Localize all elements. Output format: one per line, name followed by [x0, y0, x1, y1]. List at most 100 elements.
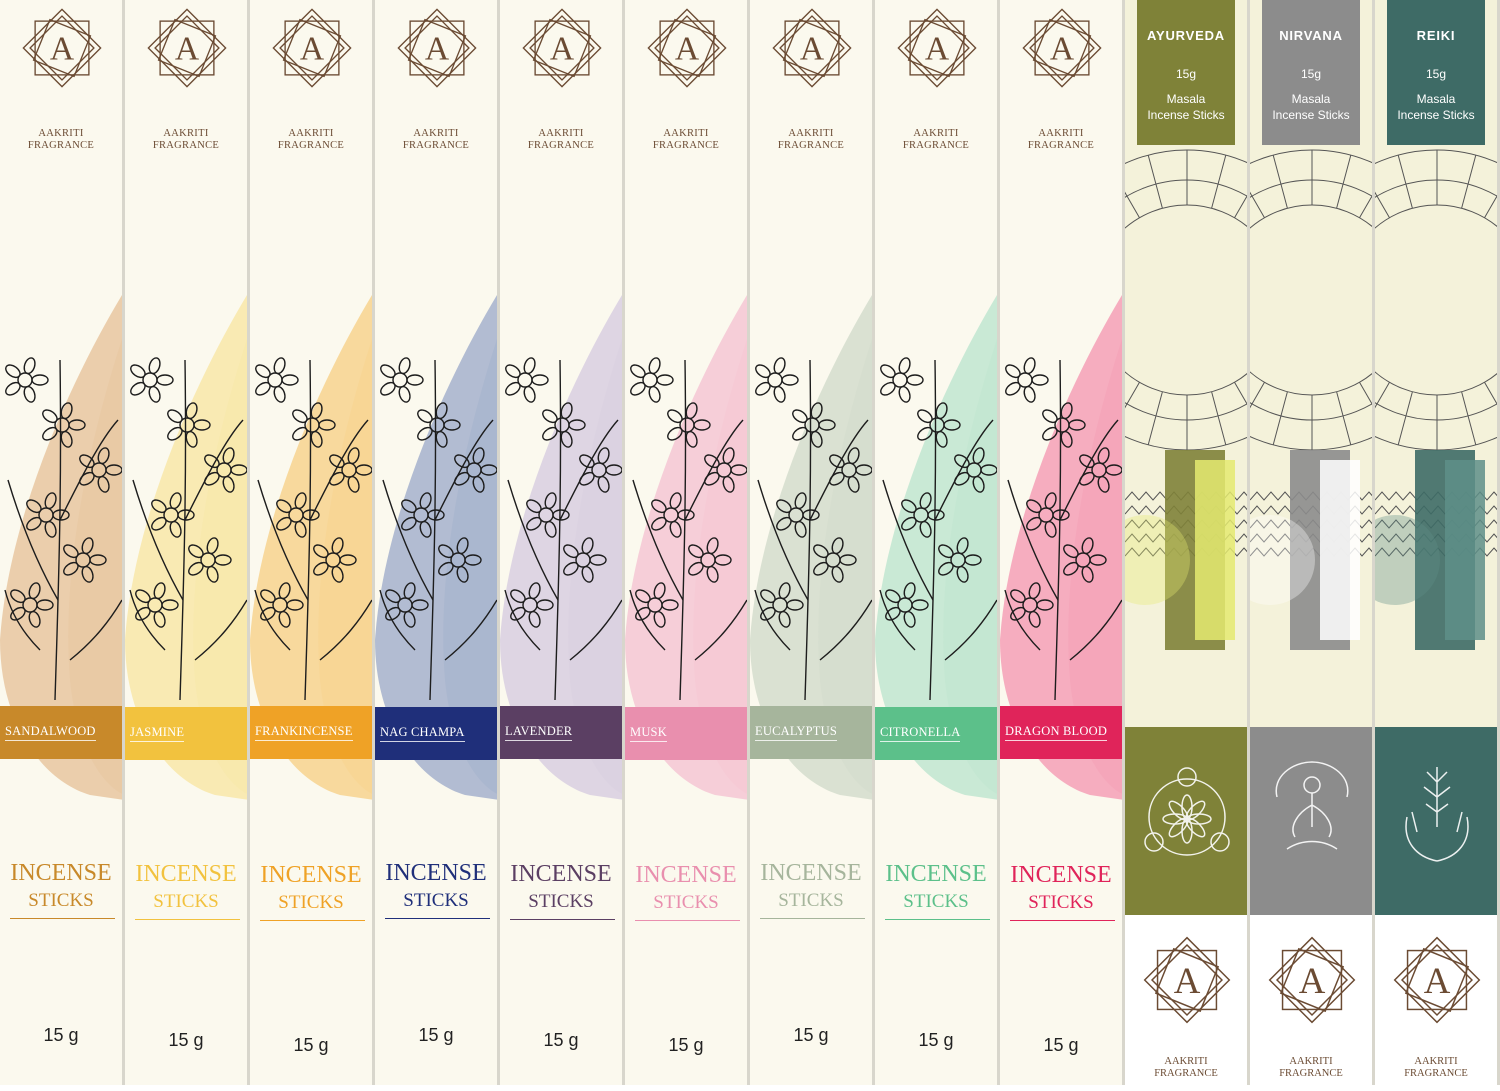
brand-logo-icon: A	[772, 8, 852, 88]
brand-logo-icon: A	[522, 8, 602, 88]
incense-label: INCENSE	[510, 861, 612, 887]
masala-name: AYURVEDA	[1147, 28, 1225, 43]
fragrance-name: NAG CHAMPA	[380, 725, 465, 742]
incense-label: INCENSE	[135, 861, 237, 887]
logo-letter: A	[50, 31, 74, 68]
divider-line	[135, 919, 240, 920]
floral-illustration	[0, 295, 122, 800]
fragrance-band: CITRONELLA	[875, 707, 997, 760]
brand-name: AAKRITI FRAGRANCE	[625, 128, 747, 152]
floral-illustration	[875, 295, 997, 800]
fragrance-band: MUSK	[625, 707, 747, 760]
fragrance-band: JASMINE	[125, 707, 247, 760]
brand-logo-icon: A	[1268, 936, 1356, 1024]
masala-box-nirvana[interactable]: NIRVANA 15g Masala Incense Sticks A AAKRITI FR…	[1250, 0, 1375, 1085]
masala-weight: 15g	[1300, 67, 1322, 81]
healing-hands-icon	[1405, 767, 1469, 862]
brand-line-2: FRAGRANCE	[527, 140, 595, 151]
logo-letter: A	[425, 31, 449, 68]
fragrance-band: NAG CHAMPA	[375, 707, 497, 760]
divider-line	[885, 919, 990, 920]
divider-line	[260, 920, 365, 921]
brand-name: AAKRITI FRAGRANCE	[1250, 1056, 1372, 1080]
fragrance-band: FRANKINCENSE	[250, 706, 372, 759]
divider-line	[1010, 920, 1115, 921]
incense-box-citronella[interactable]: A AAKRITI FRAGRANCE CITRONELLA INCENSE STICKS…	[875, 0, 1000, 1085]
floral-illustration	[500, 295, 622, 800]
brand-line-1: AAKRITI	[1038, 128, 1084, 139]
brand-line-2: FRAGRANCE	[27, 140, 95, 151]
incense-box-nag-champa[interactable]: A AAKRITI FRAGRANCE NAG CHAMPA INCENSE STICKS…	[375, 0, 500, 1085]
brand-line-2: FRAGRANCE	[1404, 1068, 1468, 1079]
net-weight: 15 g	[293, 1035, 329, 1055]
masala-box-reiki[interactable]: REIKI 15g Masala Incense Sticks A AAKRITI FRAG…	[1375, 0, 1500, 1085]
incense-box-eucalyptus[interactable]: A AAKRITI FRAGRANCE EUCALYPTUS INCENSE STICKS…	[750, 0, 875, 1085]
masala-weight: 15g	[1175, 67, 1197, 81]
fragrance-name: MUSK	[630, 725, 667, 742]
masala-name: REIKI	[1416, 28, 1456, 43]
brand-logo-icon: A	[22, 8, 102, 88]
logo-letter: A	[175, 31, 199, 68]
brand-line-2: FRAGRANCE	[402, 140, 470, 151]
brand-logo-icon: A	[397, 8, 477, 88]
brand-line-1: AAKRITI	[663, 128, 709, 139]
sticks-label: STICKS	[528, 891, 594, 912]
brand-logo-icon: A	[1143, 936, 1231, 1024]
masala-type-line-1: Masala	[1166, 92, 1206, 106]
fragrance-name: FRANKINCENSE	[255, 724, 353, 741]
logo-letter: A	[1174, 960, 1201, 1001]
fragrance-name: CITRONELLA	[880, 725, 961, 742]
brand-line-2: FRAGRANCE	[777, 140, 845, 151]
brand-logo-icon: A	[897, 8, 977, 88]
logo-letter: A	[1299, 960, 1326, 1001]
divider-line	[635, 920, 740, 921]
brand-line-1: AAKRITI	[288, 128, 334, 139]
incense-box-musk[interactable]: A AAKRITI FRAGRANCE MUSK INCENSE STICKS 15 g	[625, 0, 750, 1085]
brand-line-1: AAKRITI	[913, 128, 959, 139]
masala-symbol-panel	[1250, 727, 1372, 915]
logo-letter: A	[675, 31, 699, 68]
logo-letter: A	[550, 31, 574, 68]
masala-name: NIRVANA	[1279, 28, 1343, 43]
incense-box-sandalwood[interactable]: A AAKRITI FRAGRANCE SANDALWOOD INCENSE STICKS…	[0, 0, 125, 1085]
incense-label: INCENSE	[885, 861, 987, 887]
brand-name: AAKRITI FRAGRANCE	[875, 128, 997, 152]
divider-line	[510, 919, 615, 920]
net-weight: 15 g	[918, 1030, 954, 1050]
net-weight: 15 g	[1043, 1035, 1079, 1055]
masala-bottom-panel	[1250, 915, 1372, 1085]
incense-box-jasmine[interactable]: A AAKRITI FRAGRANCE JASMINE INCENSE STICKS 15 …	[125, 0, 250, 1085]
incense-label: INCENSE	[385, 860, 487, 886]
net-weight: 15 g	[43, 1025, 79, 1045]
divider-line	[385, 918, 490, 919]
incense-box-frankincense[interactable]: A AAKRITI FRAGRANCE FRANKINCENSE INCENSE STIC…	[250, 0, 375, 1085]
floral-illustration	[750, 295, 872, 800]
brand-logo-icon: A	[272, 8, 352, 88]
brand-name: AAKRITI FRAGRANCE	[250, 128, 372, 152]
masala-type-line-1: Masala	[1291, 92, 1331, 106]
masala-box-ayurveda[interactable]: AYURVEDA 15g Masala Incense Sticks A AAKRITI F…	[1125, 0, 1250, 1085]
brand-line-1: AAKRITI	[163, 128, 209, 139]
masala-symbol-panel	[1375, 727, 1497, 915]
masala-name-tag: AYURVEDA 15g Masala Incense Sticks	[1137, 0, 1235, 145]
logo-letter: A	[1050, 31, 1074, 68]
brand-name: AAKRITI FRAGRANCE	[0, 128, 122, 152]
fragrance-band: LAVENDER	[500, 706, 622, 759]
logo-letter: A	[800, 31, 824, 68]
masala-bottom-panel	[1125, 915, 1247, 1085]
incense-label: INCENSE	[10, 860, 112, 886]
brand-line-2: FRAGRANCE	[902, 140, 970, 151]
sticks-label: STICKS	[403, 890, 469, 911]
brand-line-2: FRAGRANCE	[277, 140, 345, 151]
incense-box-lavender[interactable]: A AAKRITI FRAGRANCE LAVENDER INCENSE STICKS 15…	[500, 0, 625, 1085]
net-weight: 15 g	[168, 1030, 204, 1050]
brand-line-1: AAKRITI	[38, 128, 84, 139]
incense-box-dragon-blood[interactable]: A AAKRITI FRAGRANCE DRAGON BLOOD INCENSE STIC…	[1000, 0, 1125, 1085]
sticks-label: STICKS	[153, 891, 219, 912]
sticks-label: STICKS	[278, 892, 344, 913]
fragrance-name: SANDALWOOD	[5, 724, 96, 741]
masala-bottom-panel	[1375, 915, 1497, 1085]
brand-name: AAKRITI FRAGRANCE	[1125, 1056, 1247, 1080]
logo-letter: A	[300, 31, 324, 68]
